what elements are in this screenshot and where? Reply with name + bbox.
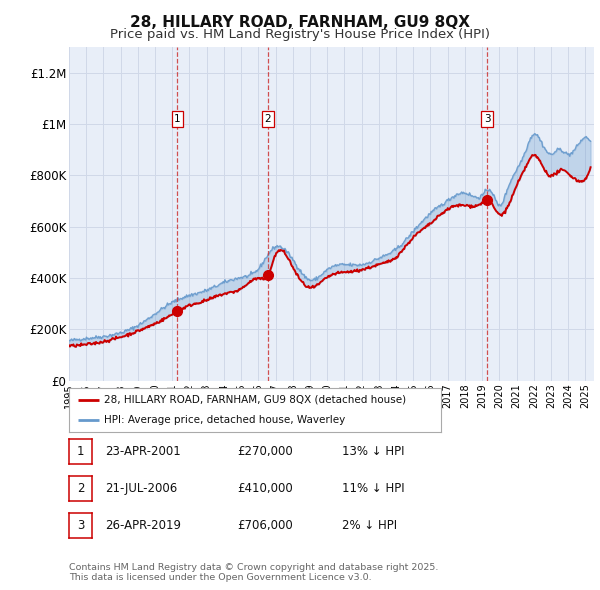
Text: 2% ↓ HPI: 2% ↓ HPI [342, 519, 397, 532]
Text: This data is licensed under the Open Government Licence v3.0.: This data is licensed under the Open Gov… [69, 573, 371, 582]
Text: 28, HILLARY ROAD, FARNHAM, GU9 8QX: 28, HILLARY ROAD, FARNHAM, GU9 8QX [130, 15, 470, 30]
Text: 28, HILLARY ROAD, FARNHAM, GU9 8QX (detached house): 28, HILLARY ROAD, FARNHAM, GU9 8QX (deta… [104, 395, 406, 405]
Text: 2: 2 [265, 114, 271, 124]
Text: £706,000: £706,000 [237, 519, 293, 532]
Text: £410,000: £410,000 [237, 482, 293, 495]
Text: 1: 1 [77, 445, 84, 458]
Text: Contains HM Land Registry data © Crown copyright and database right 2025.: Contains HM Land Registry data © Crown c… [69, 563, 439, 572]
Text: 23-APR-2001: 23-APR-2001 [105, 445, 181, 458]
Text: 3: 3 [484, 114, 491, 124]
Text: 21-JUL-2006: 21-JUL-2006 [105, 482, 177, 495]
Text: 2: 2 [77, 482, 84, 495]
Text: 13% ↓ HPI: 13% ↓ HPI [342, 445, 404, 458]
Text: £270,000: £270,000 [237, 445, 293, 458]
Text: 11% ↓ HPI: 11% ↓ HPI [342, 482, 404, 495]
Text: HPI: Average price, detached house, Waverley: HPI: Average price, detached house, Wave… [104, 415, 346, 425]
Text: Price paid vs. HM Land Registry's House Price Index (HPI): Price paid vs. HM Land Registry's House … [110, 28, 490, 41]
Text: 26-APR-2019: 26-APR-2019 [105, 519, 181, 532]
Text: 3: 3 [77, 519, 84, 532]
Text: 1: 1 [174, 114, 181, 124]
